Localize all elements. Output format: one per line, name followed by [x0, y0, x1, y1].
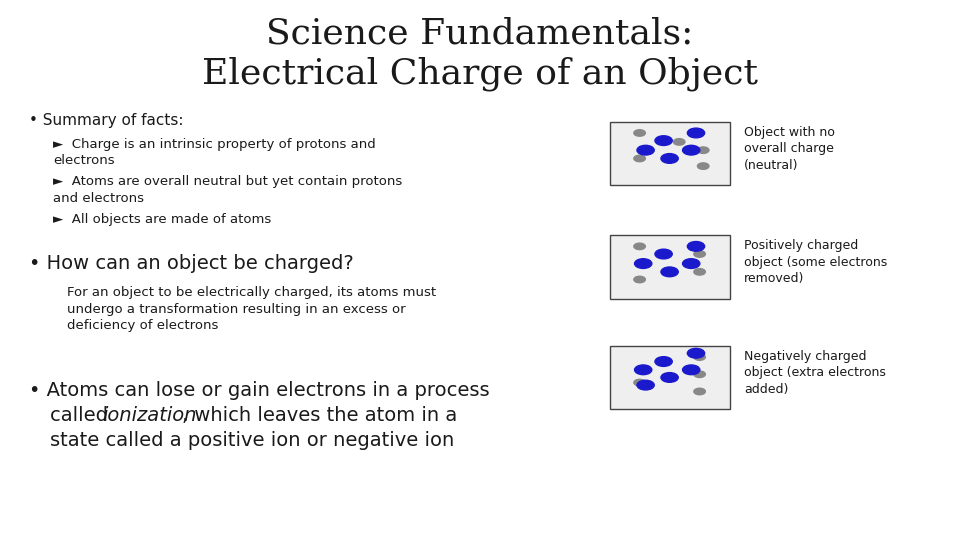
Text: Electrical Charge of an Object: Electrical Charge of an Object — [202, 57, 758, 91]
Circle shape — [655, 357, 672, 366]
Text: Positively charged
object (some electrons
removed): Positively charged object (some electron… — [744, 239, 887, 285]
Circle shape — [697, 147, 708, 153]
Circle shape — [634, 130, 645, 136]
FancyBboxPatch shape — [610, 122, 730, 185]
Circle shape — [687, 241, 705, 251]
Circle shape — [660, 267, 678, 276]
Text: For an object to be electrically charged, its atoms must
undergo a transformatio: For an object to be electrically charged… — [67, 286, 437, 332]
Circle shape — [635, 365, 652, 375]
Circle shape — [634, 155, 645, 161]
Circle shape — [694, 354, 706, 360]
Text: Negatively charged
object (extra electrons
added): Negatively charged object (extra electro… — [744, 350, 886, 396]
Circle shape — [687, 128, 705, 138]
Circle shape — [634, 276, 645, 283]
Text: state called a positive ion or negative ion: state called a positive ion or negative … — [50, 431, 454, 450]
Circle shape — [683, 145, 700, 155]
Text: • Summary of facts:: • Summary of facts: — [29, 113, 183, 129]
Text: , which leaves the atom in a: , which leaves the atom in a — [182, 406, 458, 425]
Circle shape — [655, 136, 672, 145]
Circle shape — [687, 348, 705, 358]
Text: ionization: ionization — [103, 406, 197, 425]
FancyBboxPatch shape — [610, 346, 730, 409]
Circle shape — [660, 153, 678, 163]
Text: • Atoms can lose or gain electrons in a process: • Atoms can lose or gain electrons in a … — [29, 381, 490, 400]
Circle shape — [697, 163, 708, 170]
Circle shape — [683, 259, 700, 268]
FancyBboxPatch shape — [610, 235, 730, 299]
Circle shape — [694, 268, 706, 275]
Circle shape — [635, 259, 652, 268]
Circle shape — [694, 388, 706, 395]
Text: • How can an object be charged?: • How can an object be charged? — [29, 254, 353, 273]
Circle shape — [683, 365, 700, 375]
Circle shape — [634, 379, 645, 386]
Text: Science Fundamentals:: Science Fundamentals: — [266, 16, 694, 50]
Circle shape — [694, 371, 706, 377]
Text: Object with no
overall charge
(neutral): Object with no overall charge (neutral) — [744, 126, 835, 172]
Text: ►  Charge is an intrinsic property of protons and
electrons: ► Charge is an intrinsic property of pro… — [53, 138, 375, 167]
Circle shape — [655, 249, 672, 259]
Circle shape — [674, 139, 685, 145]
Circle shape — [694, 251, 706, 257]
Circle shape — [634, 243, 645, 249]
Text: ►  All objects are made of atoms: ► All objects are made of atoms — [53, 213, 271, 226]
Text: called: called — [50, 406, 114, 425]
Text: ►  Atoms are overall neutral but yet contain protons
and electrons: ► Atoms are overall neutral but yet cont… — [53, 176, 402, 205]
Circle shape — [660, 373, 678, 382]
Circle shape — [637, 380, 655, 390]
Circle shape — [637, 145, 655, 155]
